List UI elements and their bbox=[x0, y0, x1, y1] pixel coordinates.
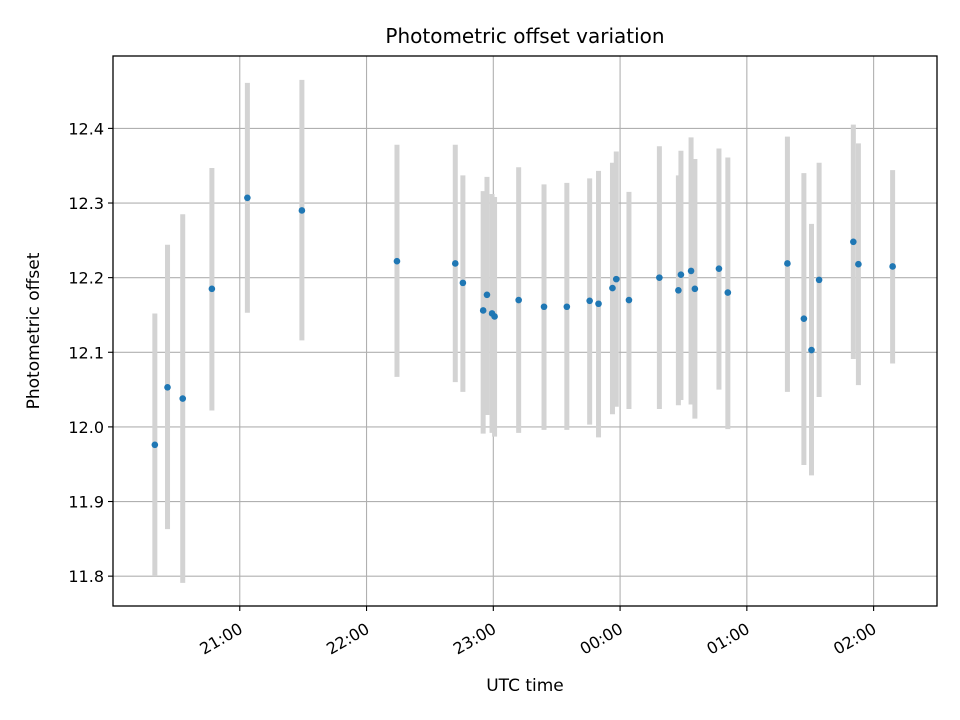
data-point bbox=[451, 260, 459, 267]
chart-title: Photometric offset variation bbox=[385, 24, 664, 48]
grid-lines bbox=[113, 56, 937, 606]
data-point bbox=[625, 296, 633, 304]
data-point bbox=[675, 287, 682, 294]
data-point bbox=[483, 291, 491, 299]
data-point bbox=[691, 285, 699, 293]
data-point bbox=[612, 275, 620, 283]
y-axis-ticks: 11.8 11.9 12.0 12.1 12.2 12.3 12.4 bbox=[68, 119, 113, 586]
data-point bbox=[540, 303, 548, 311]
y-tick-label: 12.2 bbox=[68, 269, 104, 288]
data-point bbox=[784, 260, 791, 267]
y-tick-label: 12.1 bbox=[68, 343, 104, 362]
y-axis-title: Photometric offset bbox=[24, 252, 44, 409]
data-point bbox=[298, 207, 306, 214]
data-point bbox=[808, 346, 815, 354]
data-point bbox=[724, 289, 732, 296]
data-point bbox=[855, 260, 862, 268]
data-point bbox=[208, 285, 216, 293]
data-point bbox=[151, 441, 159, 449]
data-point bbox=[677, 271, 685, 278]
data-point bbox=[656, 274, 663, 281]
data-point bbox=[850, 238, 857, 246]
data-point bbox=[179, 395, 187, 402]
data-point bbox=[800, 315, 808, 322]
y-tick-label: 12.0 bbox=[68, 418, 104, 437]
data-point bbox=[393, 257, 401, 265]
data-point bbox=[244, 194, 251, 202]
data-point bbox=[815, 276, 823, 284]
data-point bbox=[164, 384, 171, 391]
x-axis-title: UTC time bbox=[486, 676, 564, 696]
data-point bbox=[609, 284, 616, 292]
y-tick-label: 12.4 bbox=[68, 119, 104, 138]
plot-area-frame bbox=[112, 55, 938, 607]
data-point bbox=[563, 303, 571, 311]
data-point bbox=[889, 263, 896, 270]
y-tick-label: 11.8 bbox=[68, 567, 104, 586]
data-point bbox=[715, 265, 723, 272]
data-point bbox=[459, 279, 467, 287]
data-point bbox=[687, 267, 695, 275]
data-point bbox=[479, 307, 487, 314]
data-point bbox=[491, 313, 498, 320]
data-points bbox=[151, 194, 896, 449]
data-point bbox=[515, 296, 522, 304]
data-point bbox=[595, 300, 602, 308]
y-tick-label: 12.3 bbox=[68, 194, 104, 213]
y-tick-label: 11.9 bbox=[68, 493, 104, 512]
data-point bbox=[586, 297, 593, 305]
